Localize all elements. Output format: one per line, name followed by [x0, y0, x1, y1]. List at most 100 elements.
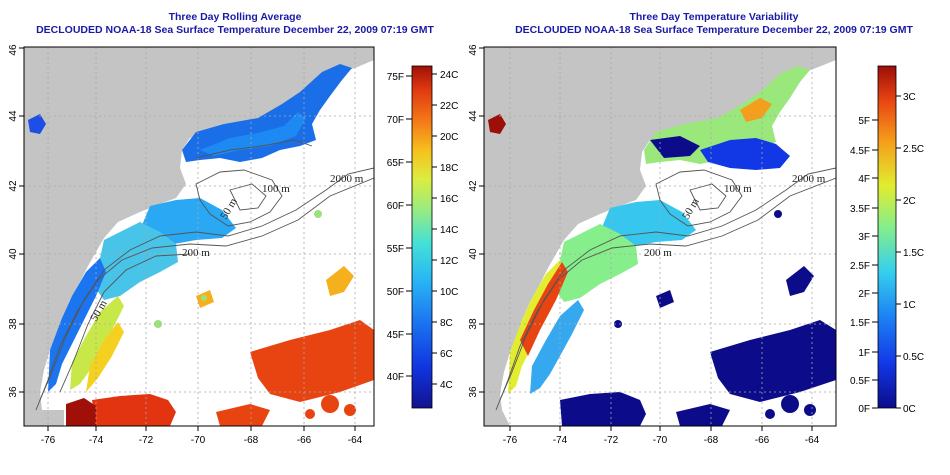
celsius-label: 16C — [440, 194, 458, 205]
left-map-title: Three Day Rolling Average DECLOUDED NOAA… — [0, 11, 470, 37]
var-maine-hot — [740, 98, 772, 122]
x-tick-label: -66 — [755, 435, 770, 446]
y-tick-label: 42 — [8, 180, 19, 192]
var-georges-low — [650, 136, 700, 158]
left-sst-map: 2000 m 100 m 50 m 200 m 50 m -76 -74 -72… — [8, 44, 458, 446]
var-low-patches — [560, 210, 836, 426]
left-y-tick-marks — [19, 47, 24, 393]
y-tick-label: 46 — [8, 44, 19, 56]
isobath-label: 100 m — [724, 183, 752, 195]
sst-warm-patches — [216, 320, 374, 426]
fahrenheit-label: 50F — [387, 287, 404, 298]
lat-lon-grid — [24, 47, 374, 426]
right-title-line2: DECLOUDED NOAA-18 Sea Surface Temperatur… — [515, 24, 913, 36]
isobath-lines — [495, 167, 836, 411]
land-mass — [24, 47, 374, 426]
y-tick-label: 38 — [468, 318, 479, 330]
fahrenheit-label: 4F — [858, 174, 870, 185]
left-colorbar-ticks — [406, 73, 437, 385]
fahrenheit-label: 60F — [387, 201, 404, 212]
fahrenheit-label: 3.5F — [850, 204, 870, 215]
lat-lon-grid — [484, 47, 836, 426]
sst-gulf-stream-south — [92, 394, 176, 426]
y-tick-label: 40 — [8, 248, 19, 260]
celsius-label: 0.5C — [903, 352, 924, 363]
isobath-label: 200 m — [182, 247, 210, 259]
celsius-label: 0C — [903, 404, 916, 415]
var-shelf-mid — [554, 224, 638, 302]
fahrenheit-label: 5F — [858, 116, 870, 127]
fahrenheit-label: 1.5F — [850, 318, 870, 329]
left-colorbar — [411, 65, 433, 409]
x-tick-label: -64 — [348, 435, 363, 446]
fahrenheit-label: 3F — [858, 232, 870, 243]
var-shelf-hot — [520, 262, 568, 356]
fahrenheit-label: 70F — [387, 115, 404, 126]
x-tick-label: -76 — [41, 435, 56, 446]
fahrenheit-label: 55F — [387, 244, 404, 255]
sst-cool-patches — [154, 210, 322, 328]
right-variability-map: 2000 m 100 m 50 m 200 m -76 -74 -72 -70 … — [468, 44, 924, 446]
land-mass — [484, 47, 836, 426]
fahrenheit-label: 40F — [387, 372, 404, 383]
right-colorbar — [877, 65, 897, 409]
fahrenheit-label: 1F — [858, 348, 870, 359]
celsius-label: 2C — [903, 196, 916, 207]
x-tick-label: -68 — [704, 435, 719, 446]
isobath-lines — [35, 139, 374, 411]
sst-gulf-stream-hot — [66, 398, 96, 426]
y-tick-label: 46 — [468, 44, 479, 56]
celsius-label: 3C — [903, 92, 916, 103]
land-south-tip — [24, 410, 64, 426]
y-tick-label: 38 — [8, 318, 19, 330]
celsius-label: 24C — [440, 70, 458, 81]
fahrenheit-label: 45F — [387, 330, 404, 341]
y-tick-label: 44 — [468, 110, 479, 122]
celsius-label: 1.5C — [903, 248, 924, 259]
var-gulf-of-maine-low — [700, 138, 790, 170]
x-tick-label: -68 — [244, 435, 259, 446]
x-tick-label: -64 — [805, 435, 820, 446]
y-tick-label: 36 — [8, 386, 19, 398]
celsius-label: 22C — [440, 101, 458, 112]
fahrenheit-label: 2.5F — [850, 261, 870, 272]
celsius-label: 14C — [440, 225, 458, 236]
right-colorbar-ticks — [872, 95, 901, 409]
var-scotian-hot — [488, 114, 506, 134]
x-tick-label: -70 — [653, 435, 668, 446]
celsius-label: 12C — [440, 256, 458, 267]
x-tick-label: -72 — [604, 435, 619, 446]
right-map-title: Three Day Temperature Variability DECLOU… — [478, 11, 950, 37]
x-tick-label: -70 — [191, 435, 206, 446]
celsius-label: 8C — [440, 318, 453, 329]
left-map-frame — [23, 46, 375, 427]
sst-shelf-coastal — [48, 258, 106, 392]
celsius-label: 2.5C — [903, 144, 924, 155]
fahrenheit-label: 4.5F — [850, 146, 870, 157]
fahrenheit-label: 75F — [387, 72, 404, 83]
x-tick-label: -74 — [553, 435, 568, 446]
left-title-line2: DECLOUDED NOAA-18 Sea Surface Temperatur… — [36, 24, 434, 36]
right-title-line1: Three Day Temperature Variability — [629, 11, 799, 23]
fahrenheit-label: 65F — [387, 158, 404, 169]
y-tick-label: 36 — [468, 386, 479, 398]
isobath-label: 2000 m — [792, 173, 826, 185]
y-tick-label: 40 — [468, 248, 479, 260]
celsius-label: 18C — [440, 163, 458, 174]
y-tick-label: 44 — [8, 110, 19, 122]
celsius-label: 10C — [440, 287, 458, 298]
x-tick-label: -72 — [139, 435, 154, 446]
sst-shelf-north — [140, 198, 236, 244]
celsius-label: 20C — [440, 132, 458, 143]
var-shelf-south — [530, 300, 584, 394]
celsius-label: 1C — [903, 300, 916, 311]
sst-gulf-of-maine-inner — [200, 112, 306, 156]
var-shelf-north — [600, 200, 696, 246]
sst-gulf-of-maine — [182, 64, 352, 162]
sst-shelf-south — [70, 296, 124, 390]
celsius-label: 4C — [440, 380, 453, 391]
celsius-label: 6C — [440, 349, 453, 360]
y-tick-label: 42 — [468, 180, 479, 192]
fahrenheit-label: 2F — [858, 289, 870, 300]
